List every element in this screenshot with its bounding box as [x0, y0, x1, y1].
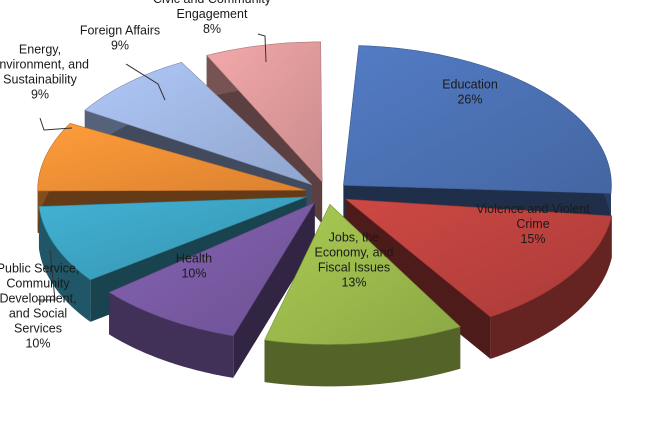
slice-label: Jobs, the Economy, and Fiscal Issues 13% — [315, 231, 394, 290]
slice-label: Foreign Affairs 9% — [80, 24, 160, 53]
pie-slice — [344, 198, 613, 318]
slice-label-line: Services — [14, 322, 62, 336]
slice-label-line: Fiscal Issues — [318, 261, 390, 275]
slice-label-line: 26% — [457, 93, 482, 107]
slice-label: Public Service, Community Development, and … — [0, 262, 79, 351]
slice-label-line: Energy, — [19, 43, 61, 57]
slice-label-line: 10% — [25, 337, 50, 351]
slice-label-line: Economy, and — [315, 246, 394, 260]
slice-label-line: 13% — [341, 276, 366, 290]
slice-label-line: Engagement — [177, 7, 248, 21]
slice-wall — [345, 199, 491, 359]
slice-label-line: 9% — [31, 88, 49, 102]
slice-label: Health 10% — [176, 252, 212, 281]
leader-line — [257, 33, 267, 63]
slice-label: Civic and CommunityEngagement8% — [153, 0, 272, 36]
pie-slice — [84, 61, 313, 185]
slice-label: Education 26% — [442, 78, 498, 107]
slice-label-line: Health — [176, 252, 212, 266]
slice-label-line: Sustainability — [3, 73, 77, 87]
slice-label-line: 8% — [203, 22, 221, 36]
slice-label-line: Violence and Violent — [476, 202, 590, 216]
slice-label-line: Education — [442, 78, 498, 92]
slice-label-line: Community — [6, 277, 70, 291]
pie-slice — [37, 123, 306, 192]
slice-label-line: Development, — [0, 292, 77, 306]
slice-side — [490, 215, 612, 359]
slice-side — [38, 206, 91, 322]
slice-label: Energy, Environment, and Sustainability 9% — [0, 43, 89, 102]
slice-side — [109, 292, 234, 378]
slice-label-line: Jobs, the — [329, 231, 380, 245]
slice-label-line: Foreign Affairs — [80, 24, 160, 38]
slice-label-line: Civic and Community — [153, 0, 272, 6]
slice-label: Violence and Violent Crime 15% — [476, 202, 590, 246]
slice-label-line: 15% — [520, 232, 545, 246]
slice-label-line: and Social — [9, 307, 67, 321]
slice-labels: Education 26% Violence and Violent Crime 15%… — [0, 0, 590, 351]
pie-slice — [264, 203, 461, 345]
slice-tops — [37, 41, 613, 345]
slice-label-line: Environment, and — [0, 58, 89, 72]
leader-line — [39, 117, 73, 131]
pie-slice — [38, 196, 307, 281]
leader-line — [125, 63, 166, 101]
pie-slice — [108, 201, 316, 337]
leader-line — [38, 249, 56, 301]
slice-label-line: 10% — [181, 267, 206, 281]
pie-slice — [206, 41, 323, 183]
pie-slice — [343, 45, 612, 194]
slice-label-line: Public Service, — [0, 262, 79, 276]
slice-side — [264, 326, 461, 387]
slice-label-line: Crime — [516, 217, 549, 231]
slice-label-line: 9% — [111, 39, 129, 53]
